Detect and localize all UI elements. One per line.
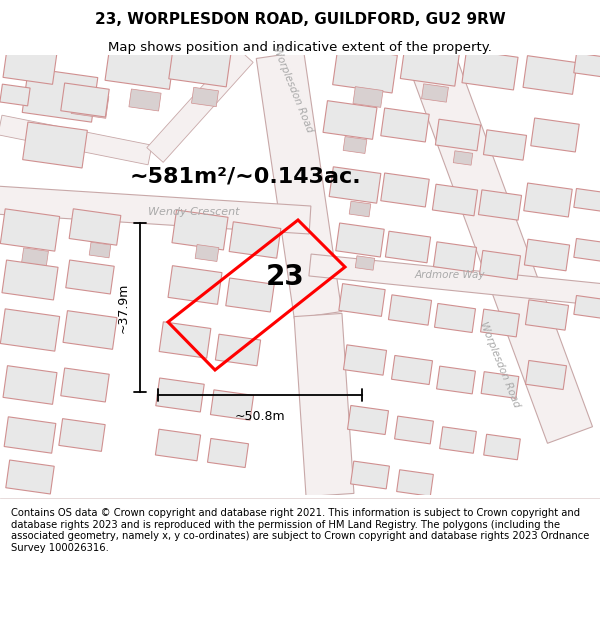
Polygon shape [434,304,475,332]
Polygon shape [381,108,429,142]
Polygon shape [66,260,114,294]
Polygon shape [0,84,30,106]
Polygon shape [22,248,49,266]
Polygon shape [574,296,600,319]
Polygon shape [478,190,521,220]
Text: Worplesdon Road: Worplesdon Road [271,46,315,134]
Polygon shape [385,231,431,262]
Polygon shape [22,68,98,122]
Polygon shape [71,92,109,118]
Polygon shape [407,47,593,443]
Polygon shape [481,309,520,337]
Polygon shape [355,256,375,270]
Polygon shape [336,223,384,257]
Polygon shape [23,122,88,168]
Polygon shape [392,356,433,384]
Polygon shape [343,136,367,154]
Polygon shape [526,361,566,389]
Polygon shape [6,460,54,494]
Polygon shape [347,406,388,434]
Polygon shape [531,118,579,152]
Polygon shape [381,173,429,207]
Polygon shape [105,41,175,89]
Polygon shape [440,427,476,453]
Polygon shape [61,368,109,402]
Polygon shape [574,189,600,211]
Polygon shape [4,417,56,453]
Polygon shape [484,130,527,160]
Polygon shape [3,366,57,404]
Polygon shape [129,89,161,111]
Polygon shape [0,115,152,165]
Polygon shape [524,239,569,271]
Polygon shape [353,87,383,108]
Polygon shape [226,278,274,312]
Polygon shape [63,311,117,349]
Text: Map shows position and indicative extent of the property.: Map shows position and indicative extent… [108,41,492,54]
Polygon shape [484,434,520,460]
Polygon shape [256,51,342,319]
Polygon shape [147,48,253,162]
Polygon shape [89,242,111,258]
Polygon shape [229,222,281,258]
Polygon shape [479,251,520,279]
Polygon shape [350,461,389,489]
Text: Wendy Crescent: Wendy Crescent [148,207,239,217]
Polygon shape [172,210,228,250]
Text: ~50.8m: ~50.8m [235,410,286,423]
Polygon shape [3,46,57,84]
Polygon shape [191,88,218,107]
Polygon shape [309,254,600,306]
Polygon shape [462,50,518,90]
Polygon shape [59,419,105,451]
Polygon shape [339,284,385,316]
Polygon shape [453,151,473,165]
Polygon shape [436,119,481,151]
Polygon shape [169,43,231,87]
Polygon shape [332,47,397,93]
Text: Ardmore Way: Ardmore Way [415,270,485,280]
Polygon shape [329,167,381,203]
Polygon shape [437,366,475,394]
Polygon shape [395,416,433,444]
Polygon shape [349,201,371,217]
Polygon shape [294,313,354,497]
Polygon shape [0,186,311,234]
Polygon shape [1,309,59,351]
Polygon shape [400,44,460,86]
Polygon shape [323,101,377,139]
Polygon shape [211,390,254,420]
Polygon shape [574,53,600,77]
Text: ~37.9m: ~37.9m [117,282,130,332]
Text: ~581m²/~0.143ac.: ~581m²/~0.143ac. [130,167,362,187]
Polygon shape [168,266,222,304]
Polygon shape [574,239,600,261]
Polygon shape [388,295,431,325]
Text: Contains OS data © Crown copyright and database right 2021. This information is : Contains OS data © Crown copyright and d… [11,508,589,552]
Polygon shape [524,183,572,217]
Polygon shape [422,84,448,102]
Polygon shape [433,184,478,216]
Polygon shape [397,470,433,496]
Polygon shape [208,439,248,468]
Polygon shape [2,260,58,300]
Polygon shape [156,378,204,412]
Text: Worplesdon Road: Worplesdon Road [478,321,522,409]
Polygon shape [155,429,200,461]
Text: 23, WORPLESDON ROAD, GUILDFORD, GU2 9RW: 23, WORPLESDON ROAD, GUILDFORD, GU2 9RW [95,12,505,27]
Polygon shape [526,300,569,330]
Polygon shape [343,345,386,375]
Polygon shape [61,83,109,117]
Text: 23: 23 [266,263,304,291]
Polygon shape [195,244,219,261]
Polygon shape [433,242,476,272]
Polygon shape [69,209,121,245]
Polygon shape [159,322,211,358]
Polygon shape [215,334,260,366]
Polygon shape [481,372,519,398]
Polygon shape [1,209,59,251]
Polygon shape [523,56,577,94]
